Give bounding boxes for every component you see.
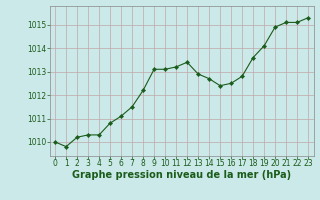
X-axis label: Graphe pression niveau de la mer (hPa): Graphe pression niveau de la mer (hPa)	[72, 170, 291, 180]
